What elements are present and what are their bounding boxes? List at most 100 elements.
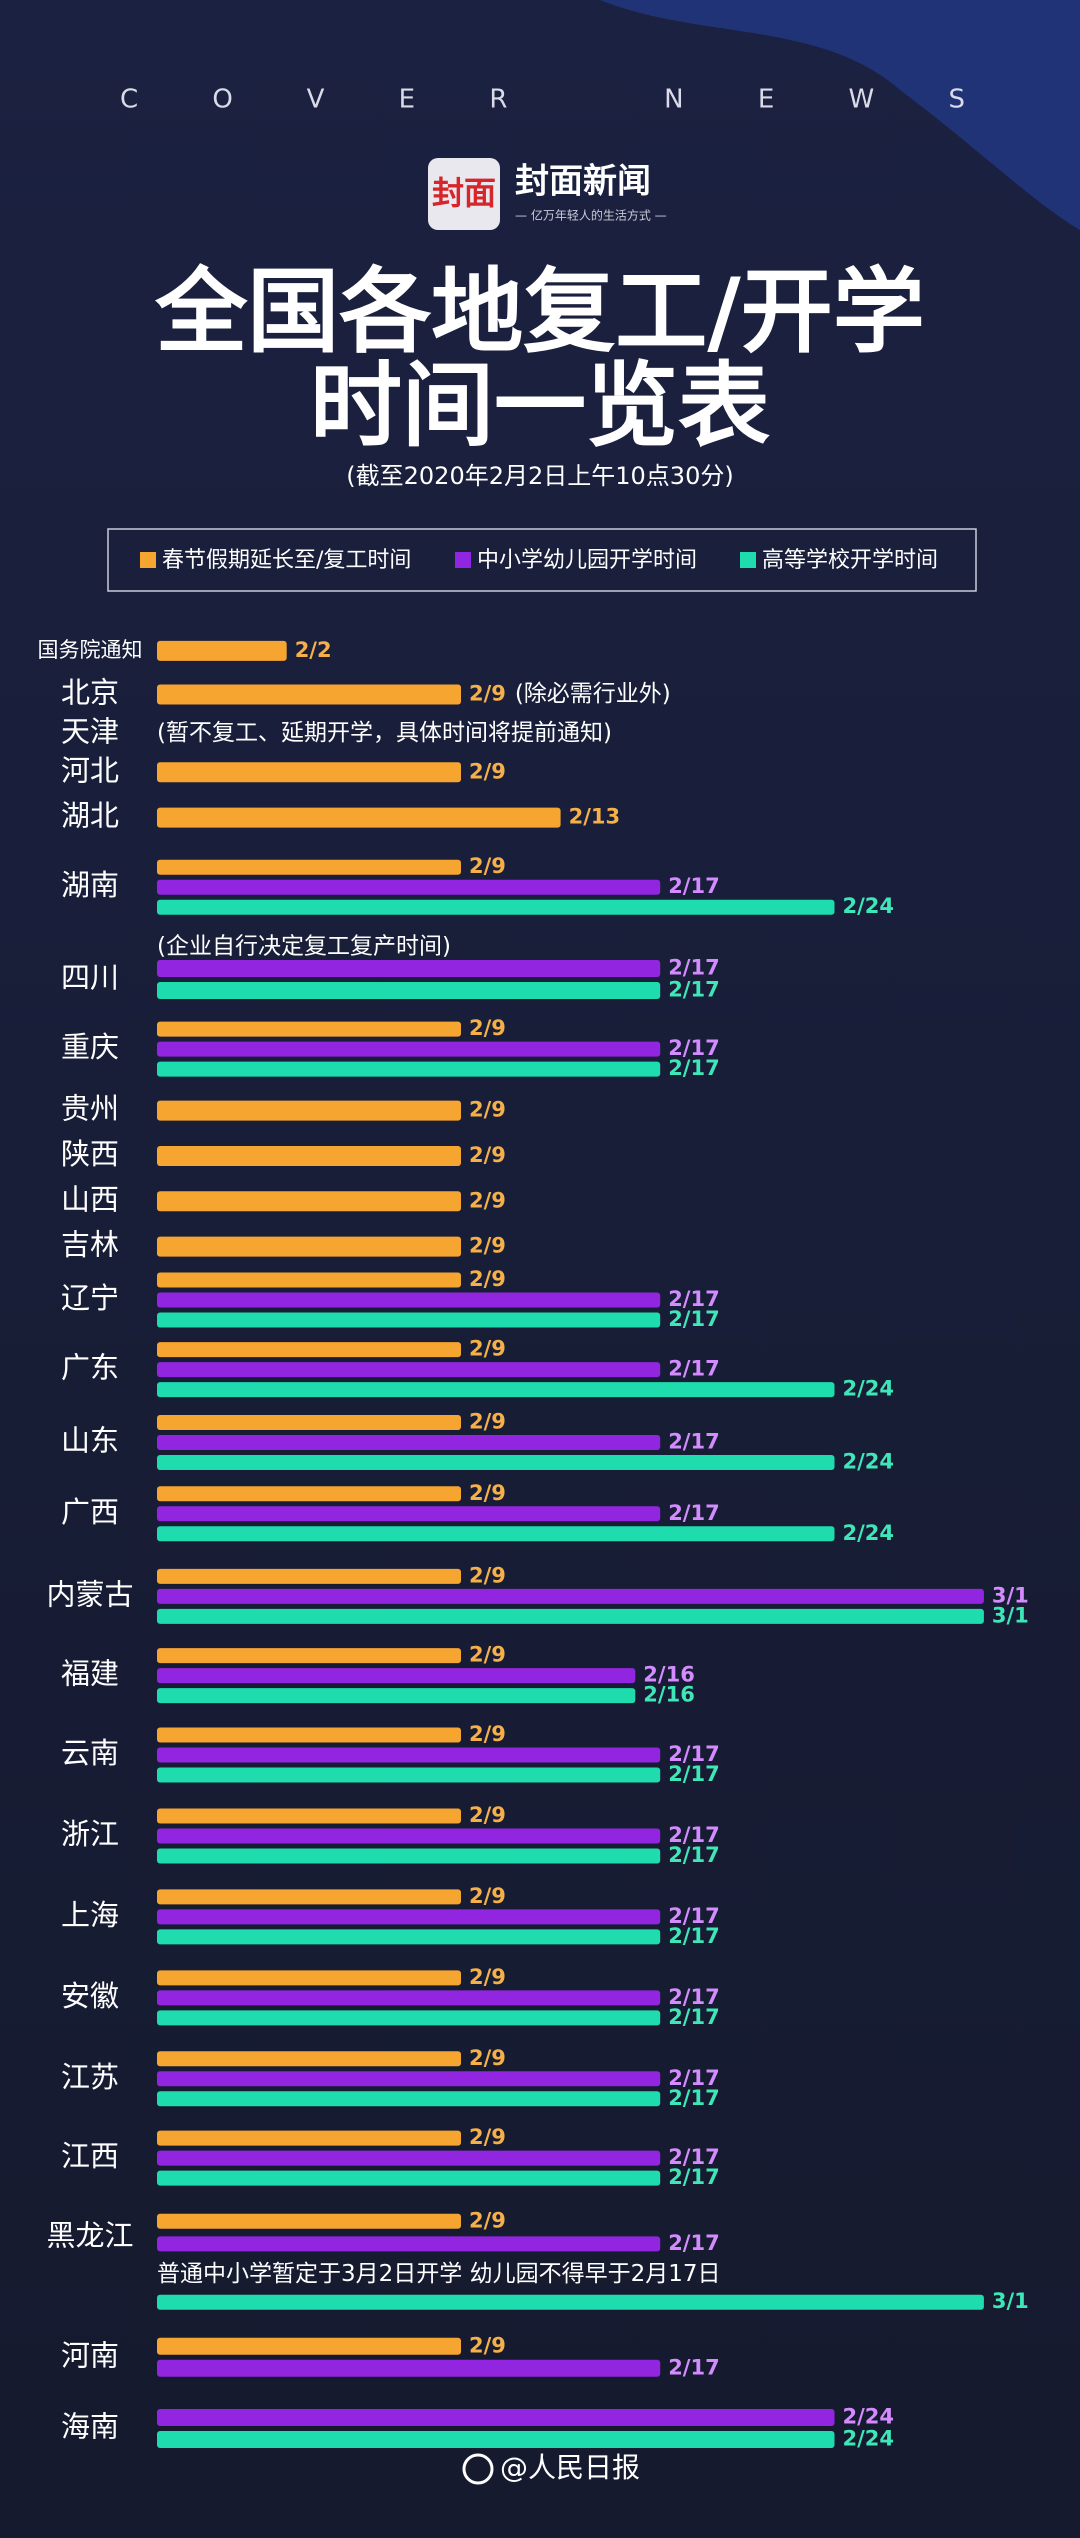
bar (157, 1506, 661, 1522)
value-label: 2/24 (843, 2405, 895, 2429)
value-label: 2/24 (843, 1521, 895, 1545)
source: @人民日报 (500, 2451, 640, 2484)
bar (157, 1100, 461, 1121)
bar (157, 2236, 661, 2252)
legend-swatch (455, 552, 471, 568)
value-label: 3/1 (992, 1603, 1029, 1627)
category-label: 贵州 (61, 1092, 119, 1126)
value-label: 2/9 (469, 2333, 506, 2357)
bar (157, 1061, 661, 1077)
category-label: 安徽 (61, 1979, 119, 2013)
row-note: (企业自行决定复工复产时间) (157, 934, 451, 960)
value-label: 2/17 (668, 874, 720, 898)
value-label: 2/17 (668, 1430, 720, 1454)
logo-mark: 封面 (432, 174, 496, 212)
category-label: 河南 (61, 2338, 119, 2372)
legend-box (107, 528, 977, 592)
category-label: 河北 (61, 753, 119, 787)
value-label: 2/24 (843, 2427, 895, 2451)
legend-label: 高等学校开学时间 (762, 548, 938, 573)
category-label: 陕西 (61, 1137, 119, 1171)
value-label: 2/17 (668, 2086, 720, 2110)
category-label: 吉林 (61, 1228, 119, 1262)
bar (157, 1648, 461, 1664)
value-label: 3/1 (992, 2289, 1029, 2313)
bar (157, 1021, 461, 1037)
bar (157, 2337, 461, 2355)
source-icon (462, 2453, 494, 2485)
legend-label: 春节假期延长至/复工时间 (162, 548, 411, 573)
category-label: 北京 (61, 676, 119, 710)
bar (157, 2071, 661, 2087)
value-label: 2/2 (295, 638, 332, 662)
bar (157, 1909, 661, 1925)
value-label: 2/17 (668, 2005, 720, 2029)
value-label: 2/17 (668, 1823, 720, 1847)
bar (157, 1970, 461, 1986)
bar (157, 762, 461, 783)
value-label: 2/9 (469, 1481, 506, 1505)
bar (157, 981, 661, 999)
category-label: 广东 (61, 1351, 119, 1385)
corner-shape (600, 0, 1080, 230)
category-label: 上海 (61, 1898, 119, 1932)
value-label: 2/17 (668, 2066, 720, 2090)
value-label: 2/17 (668, 1742, 720, 1766)
value-label: 2/9 (469, 1965, 506, 1989)
bar (157, 1455, 835, 1471)
bar (157, 959, 661, 977)
value-label: 2/9 (469, 854, 506, 878)
bar (157, 2130, 461, 2146)
category-label: 浙江 (61, 1817, 119, 1851)
value-label: 3/1 (992, 1583, 1029, 1607)
value-label: 2/17 (668, 1762, 720, 1786)
logo-box (428, 158, 500, 230)
bar (157, 807, 561, 828)
bar (157, 1382, 835, 1398)
logo-name: 封面新闻 (515, 162, 651, 202)
bar (157, 2170, 661, 2186)
value-label: 2/17 (668, 2231, 720, 2255)
bar (157, 2150, 661, 2166)
category-label: 四川 (61, 960, 119, 994)
value-label: 2/9 (469, 1098, 506, 1122)
title-line: 全国各地复工/开学 (154, 258, 925, 365)
value-label: 2/9 (469, 1267, 506, 1291)
bar (157, 1526, 835, 1542)
category-label: 内蒙古 (46, 1577, 133, 1611)
value-label: 2/17 (668, 955, 720, 979)
bar (157, 1191, 461, 1212)
bar (157, 2409, 835, 2426)
bar (157, 1292, 661, 1308)
bar (157, 1608, 984, 1624)
category-label: 云南 (61, 1736, 119, 1770)
value-label: 2/24 (843, 1377, 895, 1401)
bar (157, 2431, 835, 2448)
bar (157, 1808, 461, 1824)
category-label: 山西 (61, 1182, 119, 1216)
value-label: 2/17 (668, 2165, 720, 2189)
value-label: 2/9 (469, 682, 506, 706)
value-label: 2/17 (668, 1357, 720, 1381)
value-label: 2/9 (469, 2125, 506, 2149)
value-label: 2/9 (469, 1563, 506, 1587)
bar (157, 1767, 661, 1783)
value-label: 2/17 (668, 977, 720, 1001)
category-label: 江苏 (61, 2060, 119, 2094)
bar (157, 879, 661, 895)
row-note: (除必需行业外) (515, 681, 671, 707)
bar (157, 1929, 661, 1945)
value-label: 2/24 (843, 894, 895, 918)
chart: 国务院通知 2/2 北京 2/9 (除必需行业外) 天津 (暂不复工、延期开学，具体时间将提… (38, 638, 1029, 2451)
bar (157, 1342, 461, 1358)
value-label: 2/17 (668, 1843, 720, 1867)
bar (157, 640, 287, 661)
value-label: 2/17 (668, 1036, 720, 1060)
category-label: 重庆 (61, 1030, 119, 1064)
bar (157, 2051, 461, 2067)
bar (157, 1568, 461, 1584)
category-label: 天津 (61, 714, 119, 748)
category-label: 江西 (61, 2139, 119, 2173)
category-label: 广西 (61, 1495, 119, 1529)
category-label: 国务院通知 (38, 638, 143, 662)
